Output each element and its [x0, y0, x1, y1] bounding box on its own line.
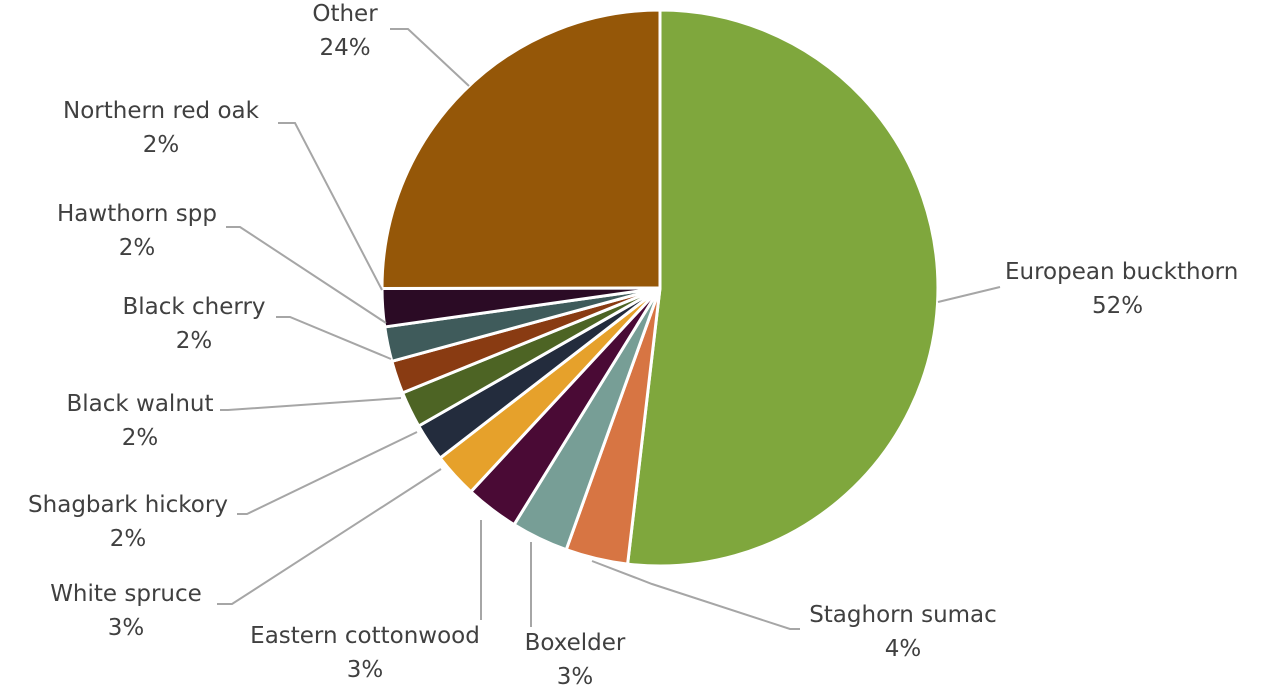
leader-line [220, 397, 402, 411]
slice-label: Staghorn sumac [809, 602, 997, 628]
slice-label: Northern red oak [63, 98, 260, 124]
leader-line [276, 316, 392, 360]
pie-slice [380, 8, 662, 290]
leader-line [390, 28, 470, 87]
slice-label: Hawthorn spp [57, 201, 217, 227]
slice-percent-label: 2% [119, 235, 156, 261]
slice-percent-label: 2% [143, 132, 180, 158]
slice-percent-label: 3% [108, 615, 145, 641]
slice-label: Black cherry [122, 294, 265, 320]
slice-label: Shagbark hickory [28, 492, 228, 518]
slice-label: Boxelder [525, 630, 626, 656]
slice-label: Eastern cottonwood [250, 623, 480, 649]
slice-percent-label: 52% [1092, 293, 1143, 319]
slice-percent-label: 3% [347, 657, 384, 683]
slice-label: Black walnut [66, 391, 213, 417]
leader-line [237, 431, 418, 515]
slice-label: White spruce [50, 581, 202, 607]
slice-percent-label: 3% [557, 664, 594, 690]
pie-slice [625, 8, 940, 568]
slice-percent-label: 2% [176, 328, 213, 354]
slice-labels: European buckthorn 52% Staghorn sumac 4% Box… [28, 1, 1238, 690]
leader-line [226, 226, 387, 324]
slice-label: Other [312, 1, 378, 27]
pie-slices [380, 8, 940, 568]
slice-percent-label: 4% [885, 636, 922, 662]
slice-percent-label: 24% [319, 35, 370, 61]
leader-lines [217, 28, 1001, 630]
slice-label: European buckthorn [1005, 259, 1238, 285]
slice-percent-label: 2% [110, 526, 147, 552]
slice-percent-label: 2% [122, 425, 159, 451]
leader-line [217, 468, 442, 605]
leader-line [591, 560, 800, 630]
leader-line [937, 286, 1001, 303]
leader-line [278, 122, 383, 291]
